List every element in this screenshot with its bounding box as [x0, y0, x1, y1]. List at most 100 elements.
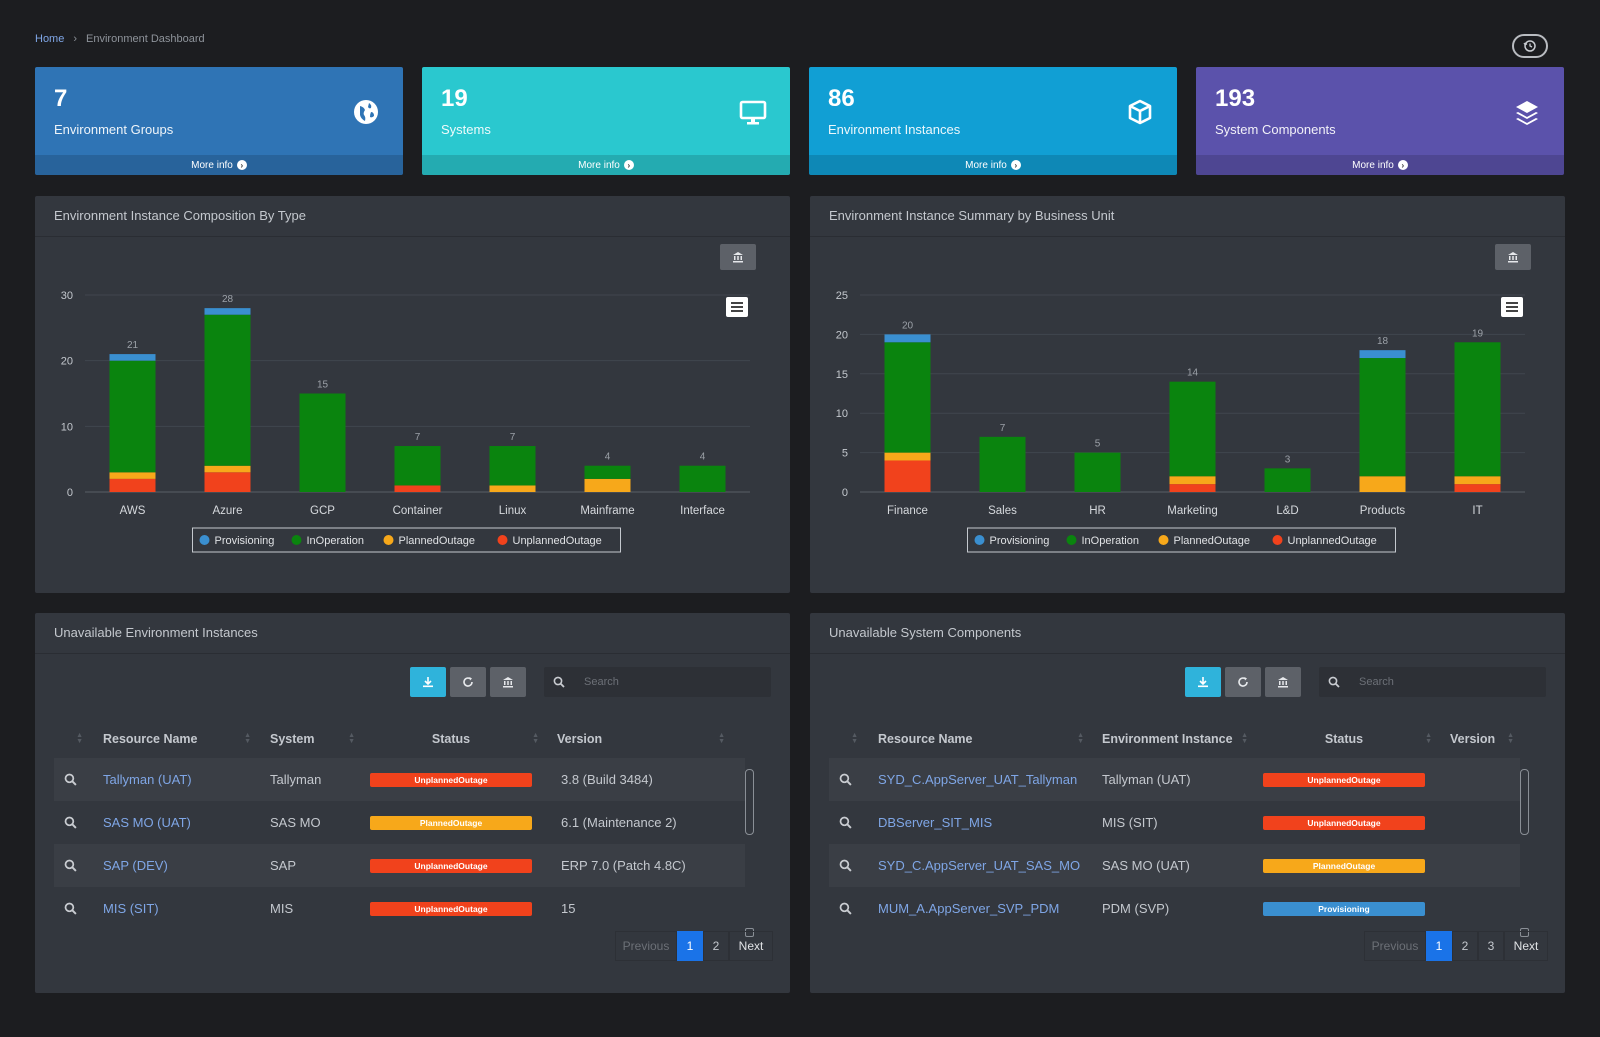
search-box [1319, 667, 1546, 697]
breadcrumb-home-link[interactable]: Home [35, 33, 65, 45]
next-page-button[interactable]: Next [1504, 931, 1548, 961]
data-label: 4 [605, 452, 611, 463]
table-row: SAS MO (UAT) SAS MO PlannedOutage 6.1 (Main… [54, 801, 745, 844]
resource-name-link[interactable]: MIS (SIT) [103, 901, 159, 916]
x-tick-label: Finance [887, 505, 928, 517]
menu-bar [731, 306, 743, 308]
data-label: 21 [127, 340, 139, 351]
export-button[interactable] [1495, 244, 1531, 270]
column-header-resource-name[interactable]: Resource Name ▲ ▼ [87, 724, 255, 754]
page-2-button[interactable]: 2 [1452, 931, 1478, 961]
bar-segment-linux-plannedoutage [489, 485, 536, 492]
business-unit-chart-panel: Environment Instance Summary by Business… [810, 196, 1565, 593]
refresh-button[interactable] [450, 667, 486, 697]
table-body: SYD_C.AppServer_UAT_Tallyman Tallyman (UA… [829, 758, 1520, 928]
history-button[interactable] [1512, 34, 1548, 58]
resource-name-link[interactable]: SYD_C.AppServer_UAT_SAS_MO [878, 858, 1081, 873]
x-tick-label: Products [1360, 505, 1406, 517]
scrollbar-thumb[interactable] [1520, 769, 1529, 835]
resource-name-link[interactable]: SAS MO (UAT) [103, 815, 191, 830]
bar-segment-azure-unplannedoutage [204, 472, 251, 492]
export-button[interactable] [1265, 667, 1301, 697]
column-header-system[interactable]: System ▲ ▼ [255, 724, 359, 754]
search-input[interactable] [1359, 676, 1529, 688]
bar-segment-products-provisioning [1359, 350, 1406, 359]
page-1-button[interactable]: 1 [677, 931, 703, 961]
resource-name-link[interactable]: SAP (DEV) [103, 858, 168, 873]
legend-item-plannedoutage: PlannedOutage [1174, 535, 1250, 547]
header-label: Resource Name [878, 732, 973, 746]
column-header-version[interactable]: Version ▲ ▼ [543, 724, 729, 754]
card-label: Environment Instances [828, 122, 961, 137]
previous-page-button[interactable]: Previous [615, 931, 677, 961]
table-body: Tallyman (UAT) Tallyman UnplannedOutage 3.8… [54, 758, 745, 928]
row-detail-button[interactable] [829, 859, 862, 872]
panel-title: Unavailable Environment Instances [54, 625, 258, 640]
column-header-select[interactable]: ▲ ▼ [829, 724, 862, 754]
search-icon [64, 816, 77, 829]
column-header-version[interactable]: Version ▲ ▼ [1436, 724, 1518, 754]
status-badge: UnplannedOutage [1263, 815, 1425, 830]
panel-title: Environment Instance Summary by Business… [829, 208, 1115, 223]
chart-menu-button[interactable] [726, 297, 748, 317]
row-detail-button[interactable] [829, 902, 862, 915]
more-info-link[interactable]: More info › [809, 155, 1177, 175]
bar-segment-it-plannedoutage [1454, 476, 1501, 485]
table-scrollbar[interactable] [745, 759, 754, 937]
panel-divider [35, 653, 790, 654]
scrollbar-thumb[interactable] [745, 769, 754, 835]
row-detail-button[interactable] [54, 773, 87, 786]
column-header-environment-instance[interactable]: Environment Instance ▲ ▼ [1088, 724, 1252, 754]
row-detail-button[interactable] [54, 816, 87, 829]
resource-name-link[interactable]: DBServer_SIT_MIS [878, 815, 993, 830]
column-header-select[interactable]: ▲ ▼ [54, 724, 87, 754]
resource-name-link[interactable]: MUM_A.AppServer_SVP_PDM [878, 901, 1060, 916]
table-row: MIS (SIT) MIS UnplannedOutage 15 [54, 887, 745, 928]
resource-name-link[interactable]: SYD_C.AppServer_UAT_Tallyman [878, 772, 1078, 787]
legend-marker-unplannedoutage [1272, 535, 1283, 545]
row-detail-button[interactable] [829, 773, 862, 786]
page-3-button[interactable]: 3 [1478, 931, 1504, 961]
chart-menu-button[interactable] [1501, 297, 1523, 317]
y-tick-label: 30 [61, 290, 73, 302]
table-scrollbar[interactable] [1520, 759, 1529, 937]
previous-page-button[interactable]: Previous [1364, 931, 1426, 961]
x-tick-label: IT [1472, 505, 1482, 517]
sort-icon: ▲ ▼ [718, 732, 725, 745]
bar-segment-sales-inoperation [979, 436, 1026, 492]
export-button[interactable] [490, 667, 526, 697]
export-button[interactable] [720, 244, 756, 270]
refresh-button[interactable] [1225, 667, 1261, 697]
download-icon [423, 677, 433, 688]
row-detail-button[interactable] [829, 816, 862, 829]
page-1-button[interactable]: 1 [1426, 931, 1452, 961]
next-page-button[interactable]: Next [729, 931, 773, 961]
legend-box [967, 527, 1396, 553]
bar-segment-it-inoperation [1454, 342, 1501, 477]
row-detail-button[interactable] [54, 902, 87, 915]
more-info-link[interactable]: More info › [35, 155, 403, 175]
search-icon [839, 816, 852, 829]
column-header-status[interactable]: Status ▲ ▼ [1252, 724, 1436, 754]
menu-bar [1506, 302, 1518, 304]
data-label: 7 [415, 432, 421, 443]
bar-segment-aws-inoperation [109, 360, 156, 473]
scrollbar-end[interactable] [1520, 928, 1529, 937]
more-info-link[interactable]: More info › [1196, 155, 1564, 175]
row-detail-button[interactable] [54, 859, 87, 872]
header-label: Environment Instance [1102, 732, 1233, 746]
bar-segment-products-inoperation [1359, 358, 1406, 477]
search-input[interactable] [584, 676, 754, 688]
table-header: ▲ ▼ Resource Name ▲ ▼ System ▲ ▼ Status ▲ ▼ Ver… [54, 724, 729, 754]
more-info-link[interactable]: More info › [422, 155, 790, 175]
download-button[interactable] [410, 667, 446, 697]
column-header-resource-name[interactable]: Resource Name ▲ ▼ [862, 724, 1088, 754]
status-cell: UnplannedOutage [359, 901, 543, 916]
page-2-button[interactable]: 2 [703, 931, 729, 961]
bar-segment-container-inoperation [394, 446, 441, 486]
download-button[interactable] [1185, 667, 1221, 697]
scrollbar-end[interactable] [745, 928, 754, 937]
column-header-status[interactable]: Status ▲ ▼ [359, 724, 543, 754]
resource-name-link[interactable]: Tallyman (UAT) [103, 772, 192, 787]
environment-instance-cell: Tallyman (UAT) [1102, 772, 1191, 787]
